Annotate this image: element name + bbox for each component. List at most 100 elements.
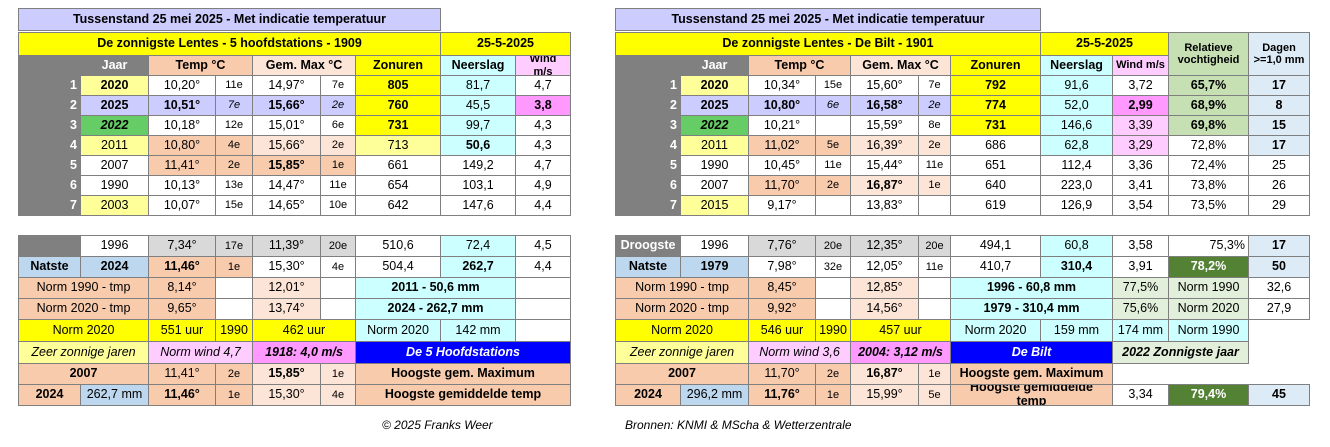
cell: 7: [18, 195, 81, 216]
cell: 7e: [320, 75, 356, 96]
cell: 2e: [320, 135, 356, 156]
cell: 2: [615, 95, 681, 116]
cell: 2024: [615, 384, 681, 406]
cell: 5: [615, 155, 681, 176]
cell: 661: [355, 155, 441, 176]
cell: Norm 2020 - tmp: [18, 298, 149, 320]
cell: 2e: [815, 363, 851, 385]
cell: 2e: [320, 95, 356, 116]
cell: Hoogste gem. Maximum: [355, 363, 571, 385]
cell: 5e: [815, 135, 851, 156]
cell: 15,85°: [252, 155, 321, 176]
copyright: © 2025 Franks Weer: [382, 418, 493, 432]
cell: 262,7 mm: [80, 384, 149, 406]
cell: 1996: [80, 235, 149, 257]
cell: 1e: [320, 155, 356, 176]
cell: 713: [355, 135, 441, 156]
cell: 14,97°: [252, 75, 321, 96]
cell: 52,0: [1040, 95, 1113, 116]
cell: 32e: [815, 256, 851, 278]
cell: 1e: [215, 256, 253, 278]
cell: 7,98°: [748, 256, 816, 278]
cell: 8,14°: [148, 277, 216, 299]
cell: Zeer zonnige jaren: [615, 341, 749, 364]
cell: 760: [355, 95, 441, 116]
cell: 142 mm: [440, 319, 516, 342]
cell: 11,41°: [148, 155, 216, 176]
cell: Norm 2020: [950, 319, 1041, 342]
cell: 12,05°: [850, 256, 919, 278]
cell: 10,45°: [748, 155, 816, 176]
cell: 410,7: [950, 256, 1041, 278]
cell: 7e: [918, 75, 951, 96]
cell: 126,9: [1040, 195, 1113, 216]
cell: 223,0: [1040, 175, 1113, 196]
cell: 4,3: [515, 135, 571, 156]
cell: 3,72: [1112, 75, 1169, 96]
cell: 4e: [215, 135, 253, 156]
cell: 15e: [215, 195, 253, 216]
cell: 1979 - 310,4 mm: [950, 298, 1113, 320]
cell: 12,01°: [252, 277, 321, 299]
cell: Droogste: [615, 235, 681, 257]
cell: Zonuren: [355, 55, 441, 76]
cell: 72,4: [440, 235, 516, 257]
cell: 4,4: [515, 195, 571, 216]
cell: 14,47°: [252, 175, 321, 196]
cell: 26: [1248, 175, 1310, 196]
cell: 2e: [215, 363, 253, 385]
cell: 4: [615, 135, 681, 156]
cell: 13e: [215, 175, 253, 196]
cell: Neerslag: [440, 55, 516, 76]
cell: 3,54: [1112, 195, 1169, 216]
cell: 65,7%: [1168, 75, 1249, 96]
cell: 2025: [680, 95, 749, 116]
cell: 3,91: [1112, 256, 1169, 278]
cell: 2020: [680, 75, 749, 96]
cell: 4e: [320, 256, 356, 278]
cell: 25-5-2025: [440, 32, 571, 56]
cell: [918, 195, 951, 216]
cell: 11,70°: [748, 175, 816, 196]
cell: Temp °C: [148, 55, 253, 76]
cell: 7e: [215, 95, 253, 116]
cell: 12e: [215, 115, 253, 136]
cell: 457 uur: [850, 319, 951, 342]
cell: 1990: [680, 155, 749, 176]
cell: Norm 1990: [1168, 319, 1249, 342]
cell: 5e: [918, 384, 951, 406]
cell: 29: [1248, 195, 1310, 216]
cell: 731: [950, 115, 1041, 136]
cell: 10,13°: [148, 175, 216, 196]
cell: Dagen >=1,0 mm: [1248, 32, 1310, 76]
cell: 731: [355, 115, 441, 136]
cell: 10,80°: [748, 95, 816, 116]
cell: 14,56°: [850, 298, 919, 320]
cell: 2025: [80, 95, 149, 116]
cell: Hoogste gemiddelde temp: [950, 384, 1113, 406]
cell: 792: [950, 75, 1041, 96]
cell: 13,83°: [850, 195, 919, 216]
cell: Zonuren: [950, 55, 1041, 76]
cell: 75,6%: [1112, 298, 1169, 320]
cell: 2022: [80, 115, 149, 136]
cell: 11,76°: [748, 384, 816, 406]
cell: 2e: [918, 95, 951, 116]
cell: 2007: [615, 363, 749, 385]
cell: 3,34: [1112, 384, 1169, 406]
cell: Wind m/s: [1112, 55, 1169, 76]
cell: Norm 2020: [1168, 298, 1249, 320]
cell: Natste: [18, 256, 81, 278]
cell: 69,8%: [1168, 115, 1249, 136]
cell: 2011: [80, 135, 149, 156]
cell: 103,1: [440, 175, 516, 196]
cell: 2024: [18, 384, 81, 406]
cell: 112,4: [1040, 155, 1113, 176]
cell: 6: [18, 175, 81, 196]
cell: 2011: [680, 135, 749, 156]
cell: 72,8%: [1168, 135, 1249, 156]
cell: 91,6: [1040, 75, 1113, 96]
cell: 15,01°: [252, 115, 321, 136]
cell: 11e: [815, 155, 851, 176]
cell: [320, 277, 356, 299]
